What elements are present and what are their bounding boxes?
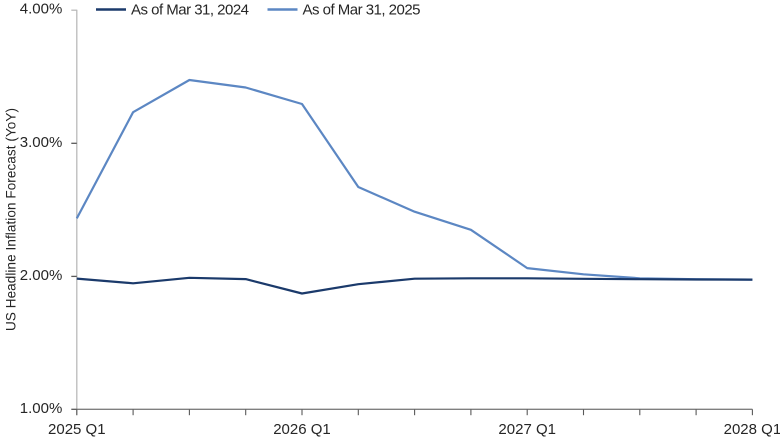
svg-text:US Headline Inflation Forecast: US Headline Inflation Forecast (YoY) (4, 108, 19, 331)
svg-text:2025 Q1: 2025 Q1 (48, 421, 106, 438)
svg-text:2026 Q1: 2026 Q1 (273, 421, 331, 438)
svg-text:1.00%: 1.00% (20, 400, 63, 417)
svg-text:2028 Q1: 2028 Q1 (724, 421, 780, 438)
svg-text:As of Mar 31, 2025: As of Mar 31, 2025 (303, 1, 421, 18)
svg-text:As of Mar 31, 2024: As of Mar 31, 2024 (131, 1, 249, 18)
svg-text:2027 Q1: 2027 Q1 (498, 421, 556, 438)
svg-text:3.00%: 3.00% (20, 134, 63, 151)
svg-text:2.00%: 2.00% (20, 267, 63, 284)
svg-text:4.00%: 4.00% (20, 1, 63, 18)
